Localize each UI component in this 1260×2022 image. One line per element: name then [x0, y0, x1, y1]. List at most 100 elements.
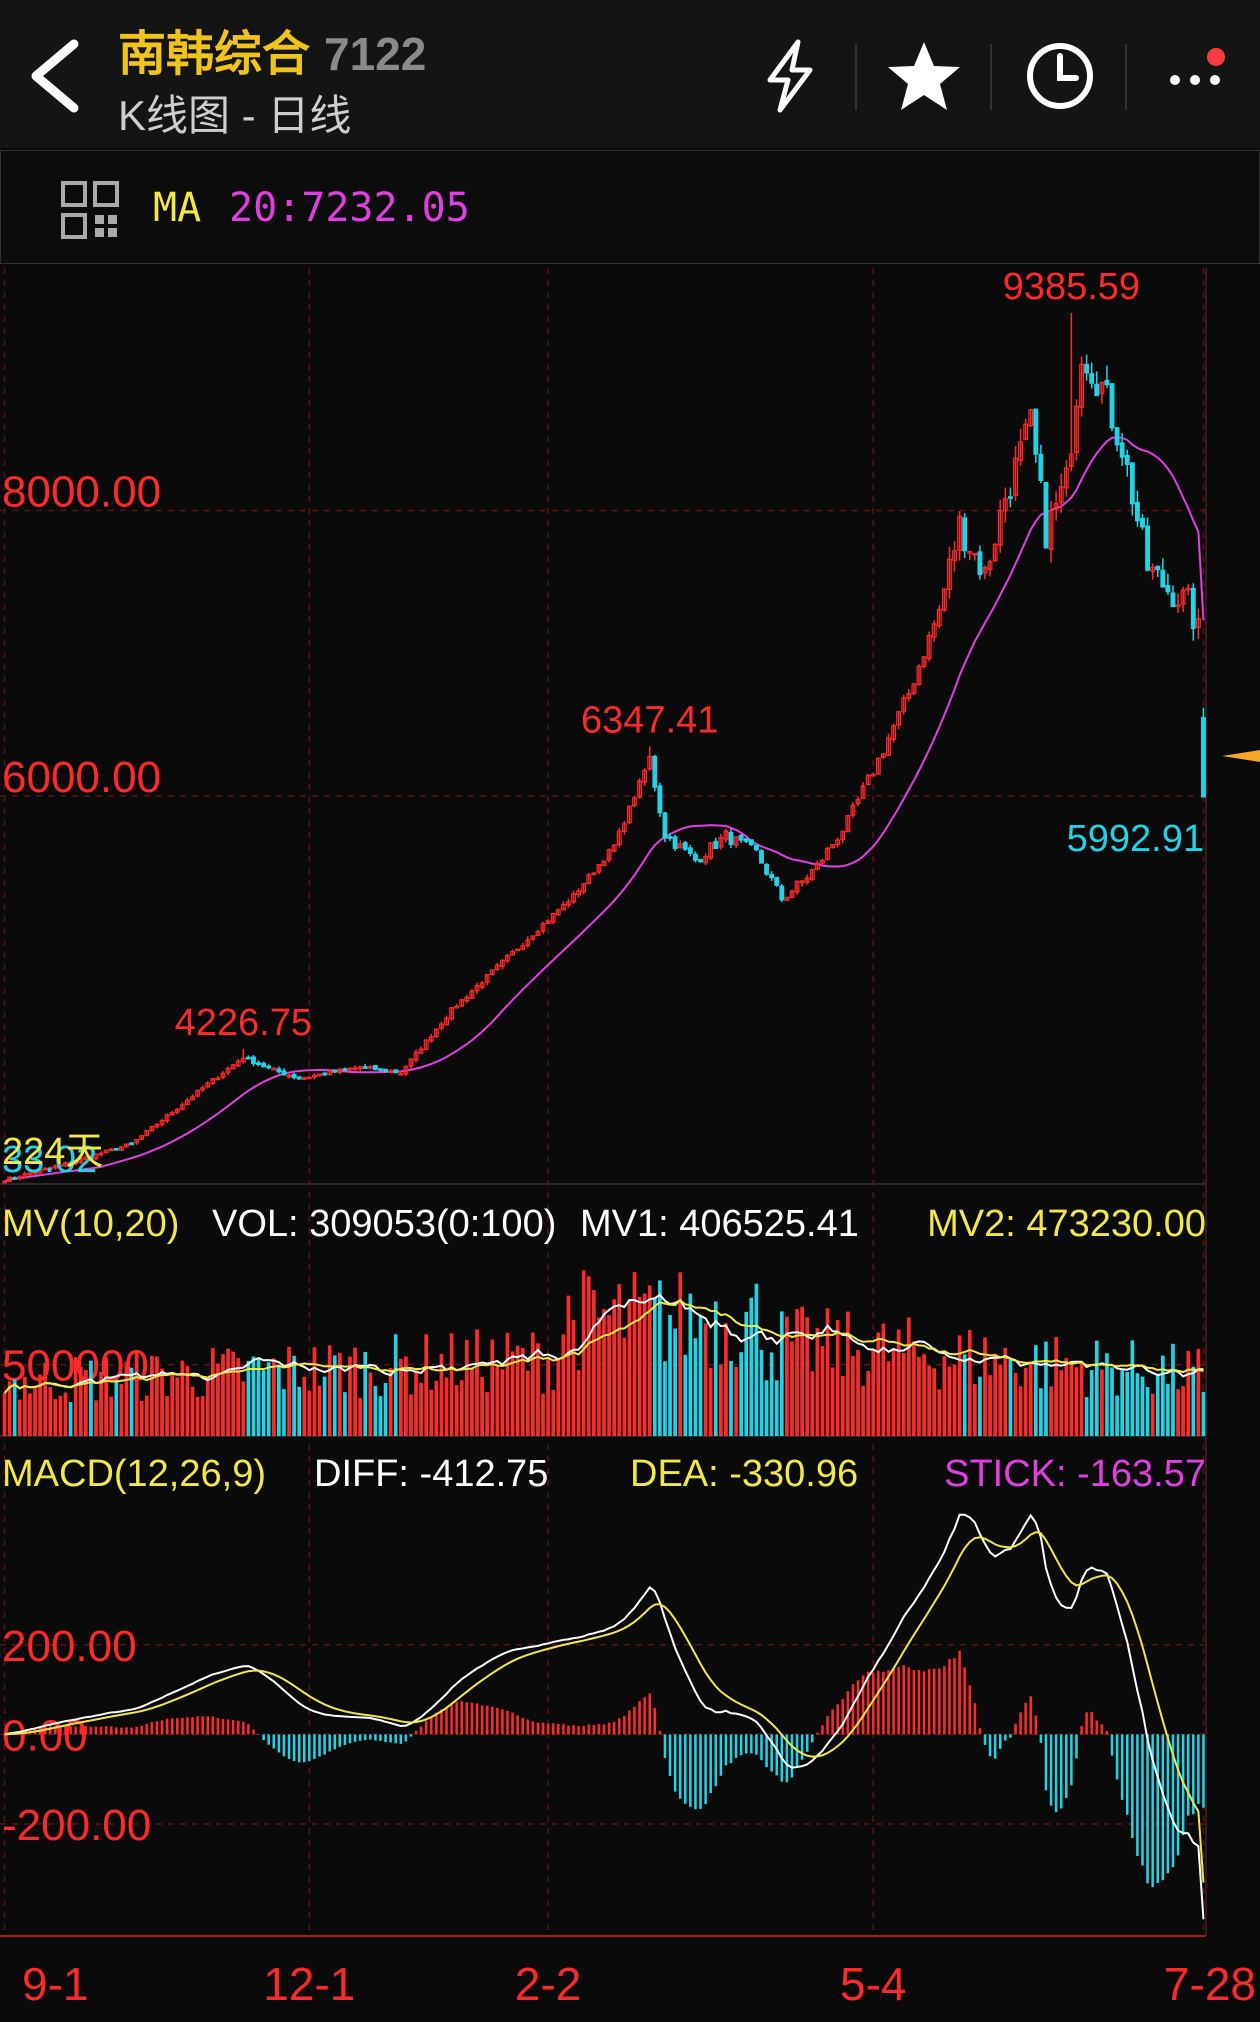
candle-body — [220, 1072, 226, 1078]
volume-bar — [287, 1346, 291, 1436]
candle-body — [672, 836, 678, 850]
index-code: 7122 — [324, 28, 427, 80]
volume-bar — [190, 1386, 195, 1436]
candle-body — [1099, 381, 1105, 395]
star-icon[interactable] — [884, 36, 964, 116]
volume-bar — [475, 1329, 479, 1436]
header-bar: 南韩综合 7122 K线图 - 日线 — [0, 0, 1260, 148]
volume-bar — [937, 1389, 942, 1436]
volume-bar — [886, 1361, 891, 1436]
lightning-icon[interactable] — [750, 36, 830, 116]
volume-bar — [627, 1299, 632, 1436]
candle-body — [57, 1164, 63, 1167]
volume-bar — [89, 1360, 93, 1436]
candle-body — [657, 785, 663, 814]
candle-body — [850, 804, 856, 816]
candle-body — [113, 1147, 119, 1151]
candle-body — [332, 1069, 338, 1073]
volume-bar — [967, 1330, 972, 1436]
high-price-label: 9385.59 — [1003, 266, 1140, 308]
candle-body — [906, 692, 912, 699]
candle-body — [433, 1028, 439, 1037]
candle-body — [1180, 589, 1186, 605]
volume-bar — [957, 1335, 962, 1436]
volume-bar — [1186, 1351, 1191, 1436]
candle-body — [718, 837, 724, 848]
volume-bar — [485, 1392, 489, 1436]
candle-body — [1114, 427, 1120, 446]
volume-bar — [810, 1371, 815, 1436]
volume-bar — [1196, 1349, 1201, 1436]
volume-bar — [78, 1366, 83, 1436]
volume-bar — [952, 1364, 957, 1436]
candle-body — [1002, 498, 1008, 512]
candle-body — [403, 1066, 409, 1075]
candle-body — [474, 985, 480, 992]
volume-bar — [724, 1323, 728, 1436]
clock-icon[interactable] — [1020, 36, 1100, 116]
volume-bar — [1003, 1347, 1008, 1436]
candle-body — [1119, 442, 1125, 458]
ma-value: 20:7232.05 — [229, 185, 470, 231]
candle-body — [439, 1023, 444, 1029]
candle-body — [17, 1176, 23, 1179]
candle-body — [342, 1068, 348, 1071]
candle-body — [393, 1069, 399, 1074]
volume-bar — [851, 1356, 855, 1436]
volume-bar — [12, 1379, 17, 1436]
candle-body — [22, 1173, 28, 1178]
volume-bar — [703, 1323, 708, 1436]
layout-grid-icon[interactable] — [61, 181, 119, 239]
candle-body — [169, 1112, 175, 1116]
candle-body — [789, 890, 795, 899]
macd-legend-name: MACD(12,26,9) — [2, 1453, 266, 1495]
volume-bar — [759, 1349, 764, 1436]
volume-bar — [592, 1290, 596, 1436]
candle-body — [713, 840, 719, 850]
volume-bar — [1023, 1368, 1028, 1436]
candle-body — [931, 623, 937, 638]
volume-bar — [805, 1317, 810, 1436]
candle-body — [1185, 587, 1191, 591]
volume-bar — [602, 1309, 606, 1436]
candle-body — [860, 785, 866, 800]
volume-bar — [769, 1352, 774, 1436]
candle-body — [997, 509, 1003, 546]
candle-body — [1160, 569, 1166, 588]
candle-body — [134, 1138, 140, 1144]
volume-bar — [891, 1348, 896, 1436]
candle-body — [779, 885, 785, 901]
candle-body — [510, 950, 515, 956]
volume-bar — [719, 1364, 723, 1436]
volume-bar — [205, 1377, 210, 1436]
volume-bar — [820, 1346, 825, 1436]
volume-bar — [1166, 1383, 1170, 1436]
candle-body — [179, 1104, 185, 1110]
volume-bar — [632, 1272, 637, 1436]
volume-bar — [139, 1400, 144, 1436]
volume-bar — [861, 1385, 865, 1436]
candle-body — [947, 558, 952, 591]
candle-body — [1104, 379, 1110, 386]
candle-body — [596, 864, 602, 873]
candle-body — [845, 814, 851, 833]
volume-bar — [2, 1393, 7, 1436]
volume-bar — [454, 1385, 459, 1436]
volume-bar — [1171, 1343, 1175, 1436]
candle-body — [576, 890, 582, 896]
high-price-label: 4226.75 — [175, 1002, 312, 1044]
volume-bar — [917, 1357, 921, 1436]
candle-body — [936, 608, 942, 627]
candle-body — [296, 1076, 302, 1080]
candle-body — [1084, 363, 1090, 374]
more-icon[interactable] — [1155, 36, 1235, 116]
volume-bar — [779, 1311, 784, 1436]
volume-bar — [1094, 1340, 1099, 1436]
volume-bar — [241, 1381, 246, 1436]
candle-body — [1018, 441, 1024, 461]
candle-body — [667, 836, 673, 839]
volume-bar — [185, 1365, 190, 1436]
back-icon[interactable] — [22, 36, 92, 116]
candle-body — [205, 1082, 211, 1088]
